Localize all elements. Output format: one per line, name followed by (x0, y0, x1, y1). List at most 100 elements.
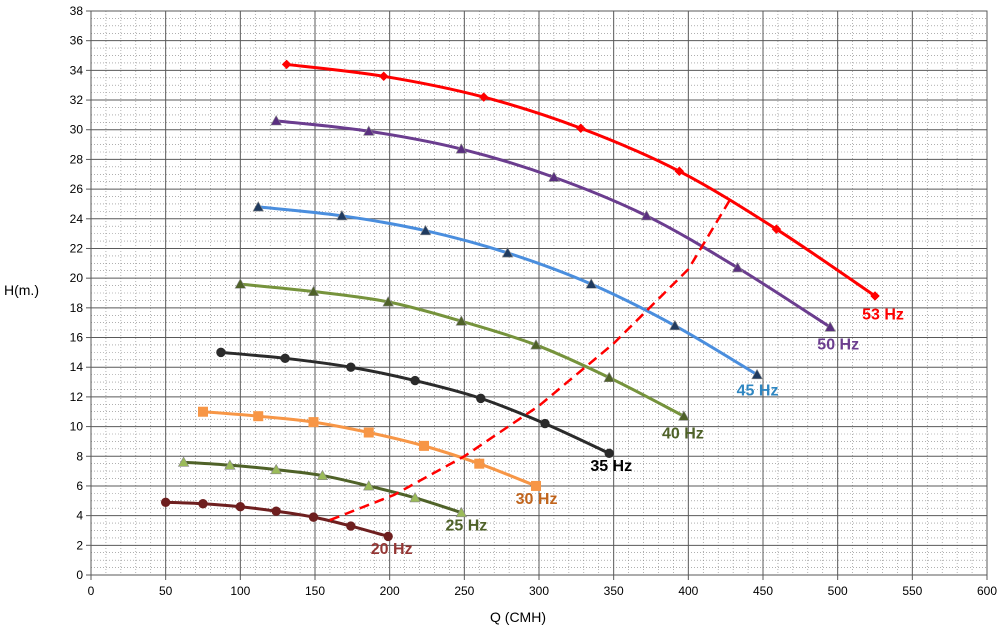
data-point-53-hz (575, 123, 586, 134)
system-curve (329, 198, 732, 522)
data-point-50-hz (270, 115, 282, 126)
series-label-30-hz: 30 Hz (516, 491, 558, 508)
y-tick-label: 6 (76, 479, 83, 493)
axes (86, 10, 988, 580)
y-tick-label: 4 (76, 509, 83, 523)
data-point-35-hz (476, 393, 486, 404)
data-point-20-hz (346, 521, 356, 531)
data-point-40-hz (307, 285, 320, 296)
data-point-45-hz (585, 278, 597, 289)
y-tick-label: 28 (70, 152, 84, 166)
data-point-35-hz (540, 418, 550, 429)
data-point-25-hz (363, 480, 375, 491)
data-point-20-hz (271, 506, 281, 516)
curve-53-hz (285, 62, 877, 298)
curve-40-hz (238, 282, 686, 418)
x-tick-label: 550 (902, 584, 922, 598)
data-point-20-hz (198, 499, 208, 509)
data-point-20-hz (308, 512, 319, 522)
data-point-30-hz (308, 417, 319, 428)
y-tick-label: 32 (70, 93, 84, 107)
y-tick-label: 24 (70, 212, 84, 226)
data-point-45-hz (751, 368, 763, 380)
data-point-35-hz (604, 448, 614, 458)
y-tick-label: 34 (70, 63, 84, 77)
data-point-30-hz (253, 411, 264, 422)
data-point-53-hz (281, 59, 292, 70)
x-tick-label: 300 (529, 584, 549, 598)
data-point-25-hz (455, 506, 468, 518)
x-tick-label: 250 (454, 584, 474, 598)
x-tick-label: 400 (678, 584, 698, 598)
data-point-40-hz (234, 278, 247, 289)
data-point-53-hz (771, 224, 782, 235)
data-point-45-hz (336, 210, 348, 221)
data-point-30-hz (419, 440, 430, 451)
y-tick-label: 16 (70, 331, 84, 345)
data-point-35-hz (346, 362, 356, 372)
data-point-53-hz (674, 166, 685, 177)
x-tick-label: 100 (230, 584, 250, 598)
series-label-35-hz: 35 Hz (590, 458, 632, 475)
data-point-25-hz (270, 463, 282, 475)
x-tick-label: 600 (977, 584, 997, 598)
data-point-35-hz (410, 375, 420, 386)
data-point-50-hz (548, 171, 560, 182)
data-point-20-hz (160, 497, 171, 507)
y-tick-label: 18 (70, 301, 84, 315)
data-point-40-hz (678, 410, 690, 421)
y-tick-label: 30 (70, 123, 84, 137)
data-point-30-hz (474, 458, 485, 469)
x-tick-label: 350 (604, 584, 624, 598)
data-point-25-hz (409, 492, 421, 503)
y-tick-label: 8 (76, 449, 83, 463)
data-point-35-hz (216, 347, 226, 358)
data-point-50-hz (455, 143, 468, 154)
tick-labels: 0 50 100 150 200 250 300 350 400 450 500 550 6000246… (70, 4, 998, 598)
x-tick-label: 200 (380, 584, 400, 598)
data-point-50-hz (824, 321, 836, 332)
data-point-53-hz (378, 71, 389, 82)
data-point-45-hz (419, 224, 432, 236)
data-point-45-hz (501, 247, 514, 258)
system-curve-layer (329, 198, 732, 522)
markers (160, 59, 880, 542)
data-point-25-hz (177, 456, 190, 467)
data-point-50-hz (731, 261, 744, 273)
data-point-20-hz (235, 502, 246, 512)
data-point-20-hz (383, 531, 393, 542)
y-tick-label: 26 (70, 182, 84, 196)
data-point-30-hz (363, 427, 374, 438)
data-point-40-hz (603, 371, 615, 383)
data-point-25-hz (316, 469, 329, 481)
data-point-30-hz (531, 480, 542, 491)
y-axis-title: H(m.) (4, 282, 39, 298)
data-point-25-hz (224, 459, 236, 470)
data-point-40-hz (382, 296, 394, 307)
data-point-45-hz (252, 201, 264, 212)
x-tick-label: 50 (159, 584, 173, 598)
y-tick-label: 22 (70, 241, 84, 255)
data-point-50-hz (640, 210, 653, 221)
series-label-20-hz: 20 Hz (371, 541, 413, 558)
series-label-50-hz: 50 Hz (817, 336, 859, 353)
data-point-50-hz (363, 125, 375, 136)
y-tick-label: 36 (70, 34, 84, 48)
y-tick-label: 14 (70, 360, 84, 374)
series-label-45-hz: 45 Hz (737, 382, 779, 399)
data-point-45-hz (669, 319, 681, 331)
series-label-53-hz: 53 Hz (862, 307, 904, 324)
x-axis-title: Q (CMH) (490, 609, 546, 625)
x-tick-label: 500 (828, 584, 848, 598)
data-point-40-hz (455, 315, 468, 326)
y-tick-label: 38 (70, 4, 84, 18)
series-label-25-hz: 25 Hz (445, 517, 487, 534)
x-tick-label: 150 (305, 584, 325, 598)
series-label-40-hz: 40 Hz (662, 425, 704, 442)
data-point-53-hz (870, 291, 880, 301)
y-tick-label: 12 (70, 390, 84, 404)
curve-45-hz (256, 205, 759, 377)
y-tick-label: 0 (76, 568, 83, 582)
data-point-40-hz (530, 339, 542, 350)
